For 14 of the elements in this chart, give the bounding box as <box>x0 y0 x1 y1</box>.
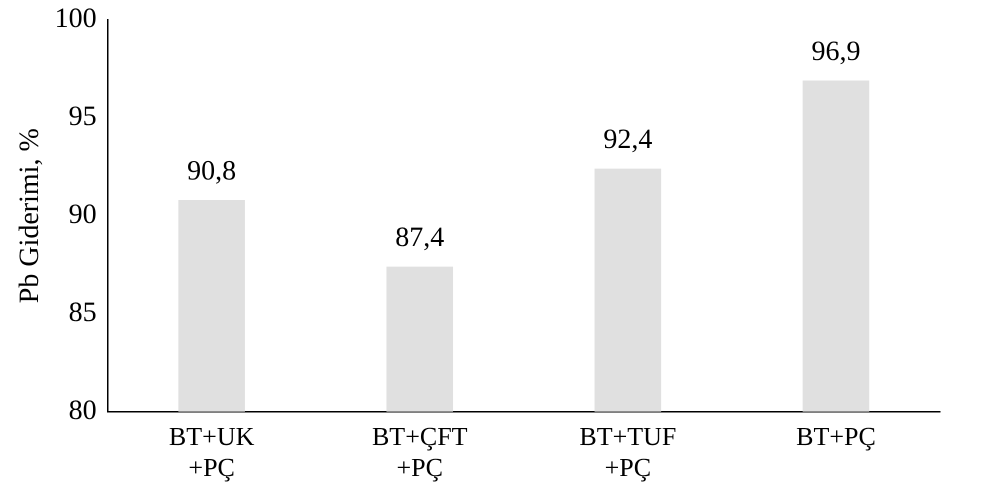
x-tick-label: BT+ÇFT +PÇ <box>372 422 468 482</box>
y-tick-label: 90 <box>68 199 97 230</box>
y-tick-label: 100 <box>54 3 97 34</box>
data-label: 90,8 <box>187 155 236 186</box>
data-label: 87,4 <box>395 222 444 253</box>
x-tick-label: BT+TUF +PÇ <box>579 422 676 482</box>
y-tick-label: 80 <box>68 394 97 426</box>
x-tick-label: BT+PÇ <box>796 422 876 452</box>
y-tick-label: 85 <box>68 297 97 328</box>
data-label: 92,4 <box>603 124 652 156</box>
data-label: 96,9 <box>811 36 860 67</box>
y-axis-title: Pb Giderimi, % <box>14 128 46 304</box>
y-tick-label: 95 <box>68 101 97 132</box>
x-tick-label: BT+UK +PÇ <box>168 422 255 482</box>
